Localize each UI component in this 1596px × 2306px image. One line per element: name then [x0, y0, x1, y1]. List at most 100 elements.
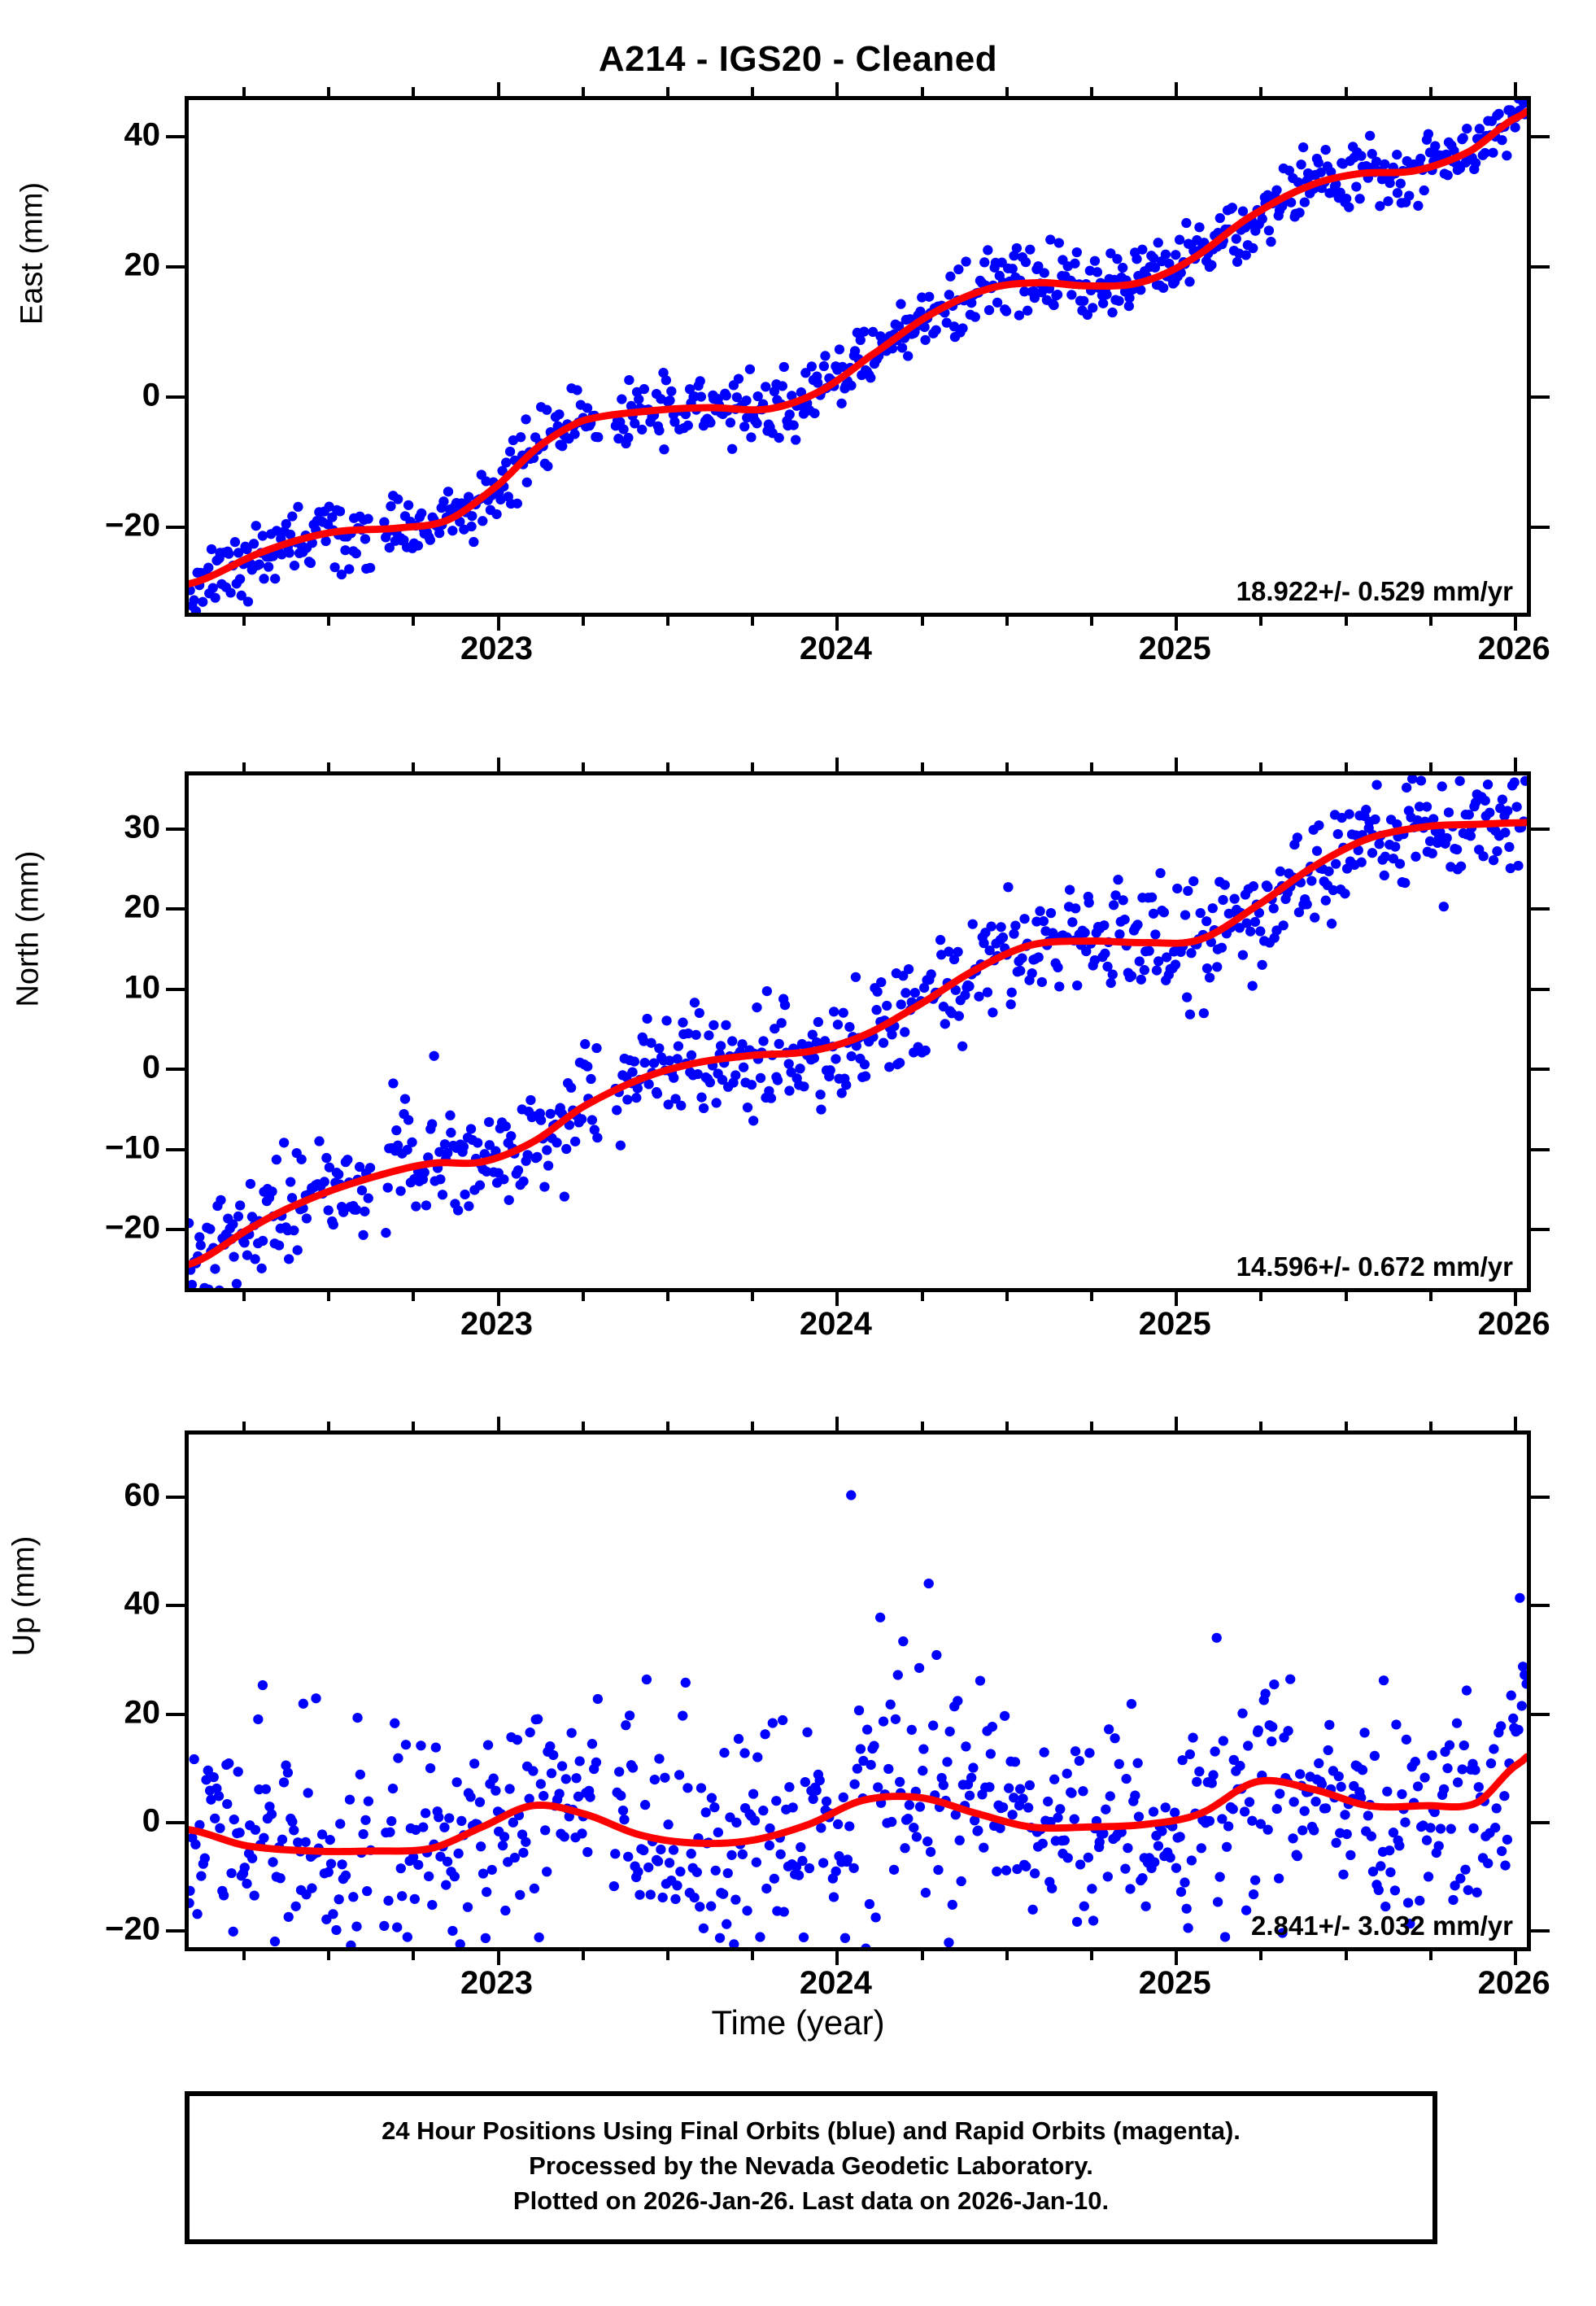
y-tick-label-north-1: −10 — [105, 1129, 160, 1166]
plot-frame-up — [185, 1430, 1531, 1951]
x-tick-mark-up-top — [1175, 1417, 1179, 1430]
y-tick-label-north-0: −20 — [105, 1209, 160, 1246]
x-tick-mark-north-top — [1175, 758, 1179, 771]
x-tick-mark-north-top — [665, 762, 669, 771]
x-tick-mark-east-top — [242, 87, 246, 96]
y-tick-mark-north-left — [166, 827, 185, 831]
rate-annotation-up: 2.841+/- 3.032 mm/yr — [1251, 1911, 1513, 1941]
x-tick-label-east-2026: 2026 — [1477, 631, 1550, 666]
y-tick-mark-north-right — [1531, 1228, 1550, 1232]
chart-panel-east: 18.922+/- 0.529 mm/yr — [166, 82, 1550, 631]
x-tick-mark-north-bottom — [1090, 1292, 1094, 1301]
x-tick-mark-north-bottom — [665, 1292, 669, 1301]
x-tick-mark-north-top — [751, 762, 755, 771]
x-tick-mark-east-top — [1090, 87, 1094, 96]
x-tick-mark-up-top — [751, 1422, 755, 1430]
y-tick-label-up-1: 0 — [142, 1802, 160, 1839]
x-tick-mark-up-top — [835, 1417, 839, 1430]
x-tick-label-east-2024: 2024 — [799, 631, 872, 666]
x-tick-label-east-2023: 2023 — [460, 631, 534, 666]
x-tick-mark-up-bottom — [1175, 1951, 1179, 1965]
x-tick-mark-north-top — [412, 762, 416, 771]
y-tick-label-north-3: 10 — [124, 969, 161, 1006]
x-tick-mark-east-top — [412, 87, 416, 96]
x-tick-mark-north-top — [1514, 758, 1518, 771]
plot-canvas-north — [189, 775, 1527, 1288]
y-tick-mark-up-left — [166, 1712, 185, 1716]
x-tick-mark-up-top — [496, 1417, 500, 1430]
x-tick-mark-east-bottom — [412, 617, 416, 626]
y-tick-mark-up-left — [166, 1604, 185, 1608]
x-tick-mark-up-top — [1259, 1422, 1263, 1430]
x-tick-mark-east-bottom — [1005, 617, 1009, 626]
footer-line-2: Processed by the Nevada Geodetic Laborat… — [529, 2151, 1093, 2180]
x-tick-mark-up-bottom — [751, 1951, 755, 1960]
y-tick-label-north-5: 30 — [124, 809, 161, 845]
y-tick-mark-north-right — [1531, 987, 1550, 991]
plot-canvas-east — [189, 100, 1527, 613]
x-tick-mark-east-bottom — [496, 617, 500, 631]
y-tick-mark-up-right — [1531, 1604, 1550, 1608]
x-tick-mark-north-bottom — [1428, 1292, 1432, 1301]
trend-line-up — [189, 1753, 1527, 1855]
x-tick-mark-east-top — [1344, 87, 1348, 96]
footer-caption-box: 24 Hour Positions Using Final Orbits (bl… — [185, 2091, 1437, 2245]
x-tick-mark-east-bottom — [1514, 617, 1518, 631]
x-tick-label-north-2026: 2026 — [1477, 1306, 1550, 1342]
x-tick-mark-east-top — [1259, 87, 1263, 96]
y-tick-label-east-0: −20 — [105, 507, 160, 544]
y-tick-mark-up-left — [166, 1496, 185, 1499]
x-tick-mark-up-bottom — [242, 1951, 246, 1960]
x-tick-label-up-2025: 2025 — [1138, 1965, 1211, 2001]
x-tick-mark-north-bottom — [920, 1292, 924, 1301]
y-tick-mark-up-right — [1531, 1496, 1550, 1499]
x-tick-mark-east-top — [1428, 87, 1432, 96]
footer-line-3: Plotted on 2026-Jan-26. Last data on 202… — [512, 2186, 1110, 2215]
y-tick-labels-north: −20 −10 0 10 20 30 — [30, 771, 160, 1292]
x-tick-mark-up-bottom — [920, 1951, 924, 1960]
x-tick-mark-north-bottom — [1344, 1292, 1348, 1301]
x-tick-mark-east-top — [1514, 82, 1518, 96]
y-tick-mark-up-right — [1531, 1712, 1550, 1716]
y-tick-labels-east: −20 0 20 40 — [30, 96, 160, 617]
rate-annotation-north: 14.596+/- 0.672 mm/yr — [1236, 1251, 1513, 1282]
x-tick-mark-east-top — [581, 87, 585, 96]
x-tick-mark-north-bottom — [242, 1292, 246, 1301]
x-tick-label-east-2025: 2025 — [1138, 631, 1211, 666]
y-tick-label-east-3: 40 — [124, 116, 161, 153]
x-tick-mark-north-bottom — [412, 1292, 416, 1301]
y-tick-label-north-4: 20 — [124, 889, 161, 925]
trend-line-east — [189, 107, 1527, 587]
x-tick-mark-up-bottom — [1090, 1951, 1094, 1960]
y-tick-label-up-4: 60 — [124, 1477, 161, 1513]
y-tick-mark-up-right — [1531, 1821, 1550, 1824]
x-tick-labels-north: 2023 2024 2025 2026 — [185, 1306, 1550, 1347]
x-tick-label-up-2024: 2024 — [799, 1965, 872, 2001]
y-tick-mark-east-right — [1531, 135, 1550, 138]
y-tick-mark-north-left — [166, 1068, 185, 1072]
x-tick-mark-up-top — [1005, 1422, 1009, 1430]
y-axis-label-up: Up (mm) — [7, 1535, 41, 1657]
y-tick-label-up-2: 20 — [124, 1694, 161, 1731]
x-tick-label-north-2023: 2023 — [460, 1306, 534, 1342]
x-axis-title: Time (year) — [711, 2003, 885, 2042]
x-tick-mark-up-bottom — [496, 1951, 500, 1965]
x-tick-mark-north-top — [242, 762, 246, 771]
x-tick-mark-north-top — [1344, 762, 1348, 771]
x-tick-mark-up-top — [581, 1422, 585, 1430]
y-tick-mark-north-right — [1531, 827, 1550, 831]
y-tick-mark-up-left — [166, 1821, 185, 1824]
x-tick-mark-up-top — [665, 1422, 669, 1430]
y-tick-mark-east-left — [166, 395, 185, 399]
x-tick-mark-up-top — [1344, 1422, 1348, 1430]
x-tick-mark-up-bottom — [1344, 1951, 1348, 1960]
y-tick-mark-up-left — [166, 1929, 185, 1933]
x-tick-mark-east-bottom — [1344, 617, 1348, 626]
page-title: A214 - IGS20 - Cleaned — [598, 39, 998, 79]
x-tick-mark-east-top — [327, 87, 331, 96]
x-tick-mark-east-top — [665, 87, 669, 96]
y-tick-label-east-2: 20 — [124, 247, 161, 283]
x-tick-mark-east-top — [1005, 87, 1009, 96]
x-tick-mark-up-bottom — [1259, 1951, 1263, 1960]
x-tick-mark-north-bottom — [496, 1292, 500, 1306]
